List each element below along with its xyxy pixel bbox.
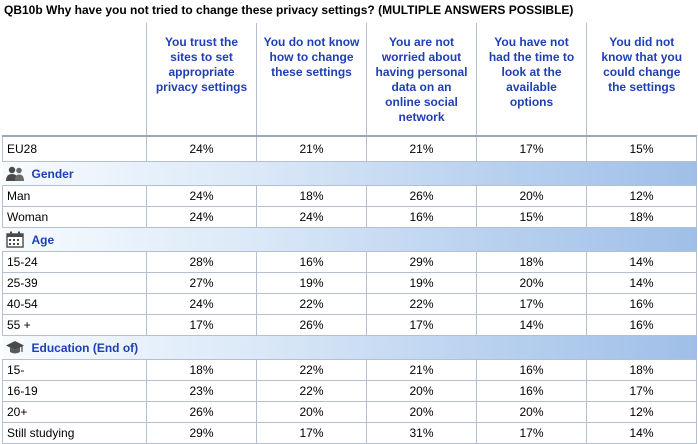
row-label: 15- <box>2 359 147 381</box>
column-header-did-not-know: You did not know that you could change t… <box>586 23 697 137</box>
table-row: Woman 24% 24% 16% 15% 18% <box>2 206 697 228</box>
header-corner <box>2 23 147 137</box>
table-row: 40-54 24% 22% 22% 17% 16% <box>2 293 697 315</box>
row-label: 16-19 <box>2 380 147 402</box>
row-label: EU28 <box>2 135 147 162</box>
table-cell: 26% <box>366 185 477 207</box>
table-cell: 19% <box>256 272 367 294</box>
table-row: 15-24 28% 16% 29% 18% 14% <box>2 251 697 273</box>
table-cell: 17% <box>476 293 587 315</box>
table-cell: 17% <box>366 314 477 336</box>
section-header-education: Education (End of) <box>2 335 697 360</box>
section-header-age: Age <box>2 227 697 252</box>
row-label: 15-24 <box>2 251 147 273</box>
table-cell: 21% <box>256 135 367 162</box>
table-cell: 24% <box>146 206 257 228</box>
table-row: 25-39 27% 19% 19% 20% 14% <box>2 272 697 294</box>
column-header-trust-sites: You trust the sites to set appropriate p… <box>146 23 257 137</box>
table-cell: 29% <box>366 251 477 273</box>
table-cell: 16% <box>586 293 697 315</box>
section-label: Gender <box>31 166 74 181</box>
table-row: Still studying 29% 17% 31% 17% 14% <box>2 422 697 444</box>
table-cell: 24% <box>146 135 257 162</box>
calendar-icon <box>4 231 26 249</box>
results-table: You trust the sites to set appropriate p… <box>2 23 697 444</box>
row-label: 40-54 <box>2 293 147 315</box>
table-title: QB10b Why have you not tried to change t… <box>4 3 574 17</box>
table-cell: 26% <box>146 401 257 423</box>
table-cell: 21% <box>366 359 477 381</box>
table-cell: 22% <box>256 380 367 402</box>
row-label: Man <box>2 185 147 207</box>
table-cell: 31% <box>366 422 477 444</box>
section-header-gender: Gender <box>2 161 697 186</box>
table-cell: 16% <box>476 380 587 402</box>
table-cell: 16% <box>476 359 587 381</box>
people-icon <box>4 165 26 183</box>
table-row: 55 + 17% 26% 17% 14% 16% <box>2 314 697 336</box>
table-cell: 14% <box>476 314 587 336</box>
row-label: Still studying <box>2 422 147 444</box>
table-cell: 17% <box>476 135 587 162</box>
column-header-dont-know-how: You do not know how to change these sett… <box>256 23 367 137</box>
column-header-no-time: You have not had the time to look at the… <box>476 23 587 137</box>
row-label: 55 + <box>2 314 147 336</box>
section-label: Education (End of) <box>31 340 139 355</box>
table-cell: 24% <box>146 293 257 315</box>
table-cell: 23% <box>146 380 257 402</box>
table-cell: 20% <box>476 272 587 294</box>
section-label: Age <box>31 232 55 247</box>
table-body: EU28 24% 21% 21% 17% 15% <box>2 135 697 444</box>
table-cell: 26% <box>256 314 367 336</box>
header-row: You trust the sites to set appropriate p… <box>2 23 697 137</box>
table-row: 20+ 26% 20% 20% 20% 12% <box>2 401 697 423</box>
table-cell: 20% <box>476 185 587 207</box>
row-label: 20+ <box>2 401 147 423</box>
table-cell: 19% <box>366 272 477 294</box>
table-cell: 16% <box>586 314 697 336</box>
table-row: 15- 18% 22% 21% 16% 18% <box>2 359 697 381</box>
table-cell: 22% <box>256 359 367 381</box>
table-cell: 27% <box>146 272 257 294</box>
table-cell: 17% <box>586 380 697 402</box>
table-cell: 20% <box>476 401 587 423</box>
table-cell: 20% <box>256 401 367 423</box>
graduation-cap-icon <box>4 339 26 357</box>
row-label: Woman <box>2 206 147 228</box>
table-cell: 22% <box>366 293 477 315</box>
table-cell: 24% <box>146 185 257 207</box>
table-cell: 14% <box>586 422 697 444</box>
table-cell: 14% <box>586 272 697 294</box>
table-cell: 16% <box>366 206 477 228</box>
table-cell: 12% <box>586 401 697 423</box>
table-cell: 18% <box>476 251 587 273</box>
table-cell: 18% <box>586 206 697 228</box>
table-cell: 15% <box>476 206 587 228</box>
table-cell: 18% <box>586 359 697 381</box>
table-row: Man 24% 18% 26% 20% 12% <box>2 185 697 207</box>
table-cell: 20% <box>366 401 477 423</box>
table-row: EU28 24% 21% 21% 17% 15% <box>2 135 697 162</box>
table-cell: 17% <box>256 422 367 444</box>
table-cell: 18% <box>146 359 257 381</box>
table-cell: 12% <box>586 185 697 207</box>
table-row: 16-19 23% 22% 20% 16% 17% <box>2 380 697 402</box>
table-cell: 18% <box>256 185 367 207</box>
table-cell: 17% <box>146 314 257 336</box>
table-cell: 15% <box>586 135 697 162</box>
table-cell: 28% <box>146 251 257 273</box>
table-cell: 16% <box>256 251 367 273</box>
column-header-not-worried: You are not worried about having persona… <box>366 23 477 137</box>
table-cell: 29% <box>146 422 257 444</box>
table-cell: 20% <box>366 380 477 402</box>
table-cell: 24% <box>256 206 367 228</box>
table-cell: 17% <box>476 422 587 444</box>
table-cell: 21% <box>366 135 477 162</box>
row-label: 25-39 <box>2 272 147 294</box>
table-cell: 22% <box>256 293 367 315</box>
table-cell: 14% <box>586 251 697 273</box>
